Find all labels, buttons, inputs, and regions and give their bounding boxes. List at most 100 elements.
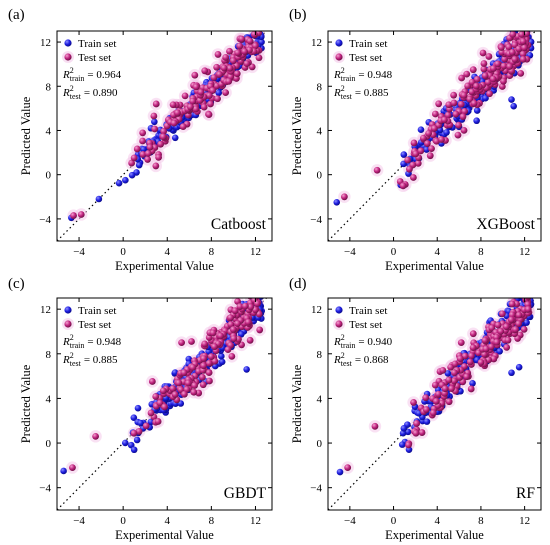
- test-point: [452, 110, 460, 118]
- y-tick-label: 0: [46, 170, 52, 182]
- test-point: [519, 55, 527, 63]
- test-point: [429, 409, 437, 417]
- train-point: [508, 96, 515, 103]
- train-point: [243, 366, 250, 373]
- train-point: [527, 285, 534, 292]
- test-point: [155, 153, 162, 161]
- model-name: Catboost: [211, 216, 267, 233]
- test-point: [410, 399, 417, 406]
- test-point: [189, 363, 197, 371]
- test-point: [227, 314, 234, 322]
- test-point: [169, 385, 177, 392]
- test-point: [229, 57, 237, 65]
- train-point: [528, 13, 535, 20]
- train-point: [237, 330, 245, 338]
- test-point: [152, 162, 160, 170]
- test-point: [477, 358, 485, 366]
- r2-test: R2 test = 0.890: [62, 84, 118, 101]
- test-point: [412, 429, 420, 437]
- test-point: [524, 15, 531, 22]
- legend-test-marker: [335, 53, 343, 61]
- y-tick-label: 4: [46, 393, 52, 405]
- test-point: [139, 137, 146, 145]
- test-point: [144, 150, 152, 157]
- test-point: [520, 325, 528, 333]
- test-halo: [251, 12, 263, 24]
- test-point: [419, 134, 427, 142]
- legend-test-marker: [64, 320, 72, 328]
- model-name: GBDT: [224, 485, 267, 502]
- test-point: [256, 288, 263, 295]
- scatter-points: [328, 13, 536, 241]
- train-point: [128, 171, 136, 179]
- test-point: [340, 193, 348, 201]
- test-point: [441, 385, 449, 393]
- train-point: [137, 419, 144, 427]
- test-point: [247, 303, 255, 311]
- train-point: [524, 286, 531, 293]
- legend-test-label: Test set: [349, 319, 382, 331]
- y-tick-label: 0: [317, 438, 323, 450]
- train-point: [398, 441, 406, 448]
- train-point: [135, 161, 143, 169]
- test-point: [344, 464, 352, 471]
- test-point: [371, 422, 379, 430]
- x-axis-label: Experimental Value: [115, 259, 214, 273]
- train-point: [333, 199, 341, 206]
- x-tick-label: 8: [478, 246, 484, 258]
- test-point: [128, 159, 136, 167]
- legend-test-label: Test set: [78, 319, 111, 331]
- panel-label: (a): [8, 7, 25, 23]
- test-halo: [519, 31, 528, 33]
- test-point: [494, 321, 502, 329]
- test-point: [150, 112, 158, 120]
- test-point: [197, 88, 205, 96]
- legend-test-marker: [64, 53, 72, 61]
- test-point: [180, 369, 188, 377]
- test-point: [451, 369, 458, 377]
- test-point: [432, 397, 440, 405]
- test-point: [493, 333, 500, 341]
- train-point: [521, 24, 528, 31]
- test-point: [450, 99, 458, 107]
- test-point: [184, 379, 192, 387]
- test-point: [422, 406, 430, 413]
- test-point: [422, 394, 430, 402]
- x-tick-label: 4: [165, 515, 171, 527]
- y-axis-label: Predicted Value: [290, 96, 304, 175]
- x-tick-label: 12: [250, 246, 261, 258]
- legend-train-marker: [335, 306, 343, 314]
- test-point: [418, 429, 426, 436]
- test-point: [490, 355, 498, 363]
- test-point: [502, 323, 510, 331]
- test-point: [460, 127, 468, 134]
- train-point: [496, 348, 503, 355]
- test-point: [157, 140, 165, 148]
- x-axis-label: Experimental Value: [385, 528, 484, 542]
- train-point: [473, 117, 480, 125]
- train-point: [218, 352, 225, 360]
- test-point: [524, 286, 531, 293]
- test-point: [413, 420, 421, 427]
- test-point: [236, 303, 244, 310]
- test-point: [205, 92, 213, 100]
- x-tick-label: −4: [73, 515, 85, 527]
- test-point: [130, 429, 138, 437]
- legend-train-marker: [64, 39, 72, 47]
- train-point: [130, 446, 138, 454]
- panel-label: (b): [289, 7, 307, 23]
- test-point: [147, 409, 155, 417]
- test-point: [214, 51, 222, 58]
- y-tick-label: 12: [311, 304, 322, 316]
- train-point: [134, 404, 142, 412]
- test-point: [188, 338, 195, 345]
- test-point: [234, 49, 242, 57]
- test-point: [469, 344, 477, 352]
- test-point: [209, 87, 217, 94]
- test-point: [498, 83, 506, 90]
- test-point: [412, 150, 420, 158]
- test-point: [201, 340, 209, 348]
- test-halo: [521, 284, 533, 296]
- train-point: [122, 176, 129, 184]
- test-point: [405, 165, 413, 173]
